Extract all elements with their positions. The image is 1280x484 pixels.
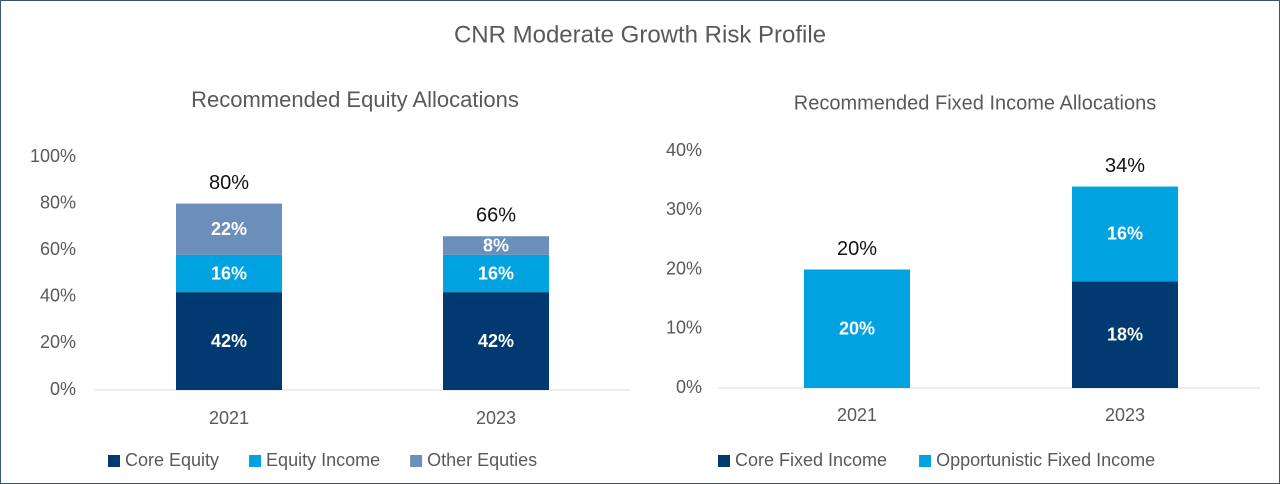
- legend-label: Opportunistic Fixed Income: [936, 450, 1155, 470]
- total-label: 34%: [1105, 155, 1145, 177]
- y-tick-label: 60%: [40, 239, 76, 259]
- y-tick-label: 10%: [666, 318, 702, 338]
- data-label: 22%: [211, 219, 247, 239]
- bar-segment: [804, 269, 910, 388]
- legend-label: Core Fixed Income: [735, 450, 887, 470]
- y-tick-label: 100%: [30, 146, 76, 166]
- bar-segment: [443, 236, 549, 255]
- bar-segment: [176, 203, 282, 255]
- chart-title: Recommended Fixed Income Allocations: [794, 92, 1156, 114]
- data-label: 42%: [211, 331, 247, 351]
- total-label: 20%: [837, 238, 877, 260]
- legend-label: Core Equity: [125, 450, 219, 470]
- y-tick-label: 40%: [666, 140, 702, 160]
- y-tick-label: 0%: [50, 379, 76, 399]
- y-tick-label: 40%: [40, 286, 76, 306]
- legend-swatch: [249, 455, 262, 467]
- legend-swatch: [108, 455, 120, 467]
- legend-label: Other Equties: [427, 450, 537, 470]
- data-label: 18%: [1107, 324, 1143, 344]
- x-tick-label: 2023: [476, 408, 516, 428]
- bar-segment: [443, 292, 549, 390]
- x-tick-label: 2023: [1105, 405, 1145, 425]
- y-tick-label: 20%: [40, 332, 76, 352]
- data-label: 20%: [839, 319, 875, 339]
- bar-segment: [443, 254, 549, 293]
- data-label: 16%: [211, 263, 247, 283]
- page-title: CNR Moderate Growth Risk Profile: [454, 21, 826, 48]
- bar-segment: [176, 254, 282, 293]
- total-label: 66%: [476, 205, 516, 227]
- legend-swatch: [718, 455, 730, 467]
- legend-label: Equity Income: [266, 450, 380, 470]
- bar-segment: [1072, 281, 1178, 388]
- data-label: 16%: [478, 263, 514, 283]
- legend-swatch: [410, 455, 423, 467]
- y-tick-label: 30%: [666, 199, 702, 219]
- y-tick-label: 20%: [666, 258, 702, 278]
- y-tick-label: 80%: [40, 192, 76, 212]
- data-label: 8%: [483, 235, 509, 255]
- bar-segment: [1072, 186, 1178, 282]
- total-label: 80%: [209, 172, 249, 194]
- legend-swatch: [919, 455, 932, 467]
- y-tick-label: 0%: [676, 377, 702, 397]
- x-tick-label: 2021: [837, 405, 877, 425]
- data-label: 16%: [1107, 224, 1143, 244]
- chart-title: Recommended Equity Allocations: [191, 87, 519, 112]
- data-label: 42%: [478, 331, 514, 351]
- bar-segment: [176, 292, 282, 390]
- x-tick-label: 2021: [209, 408, 249, 428]
